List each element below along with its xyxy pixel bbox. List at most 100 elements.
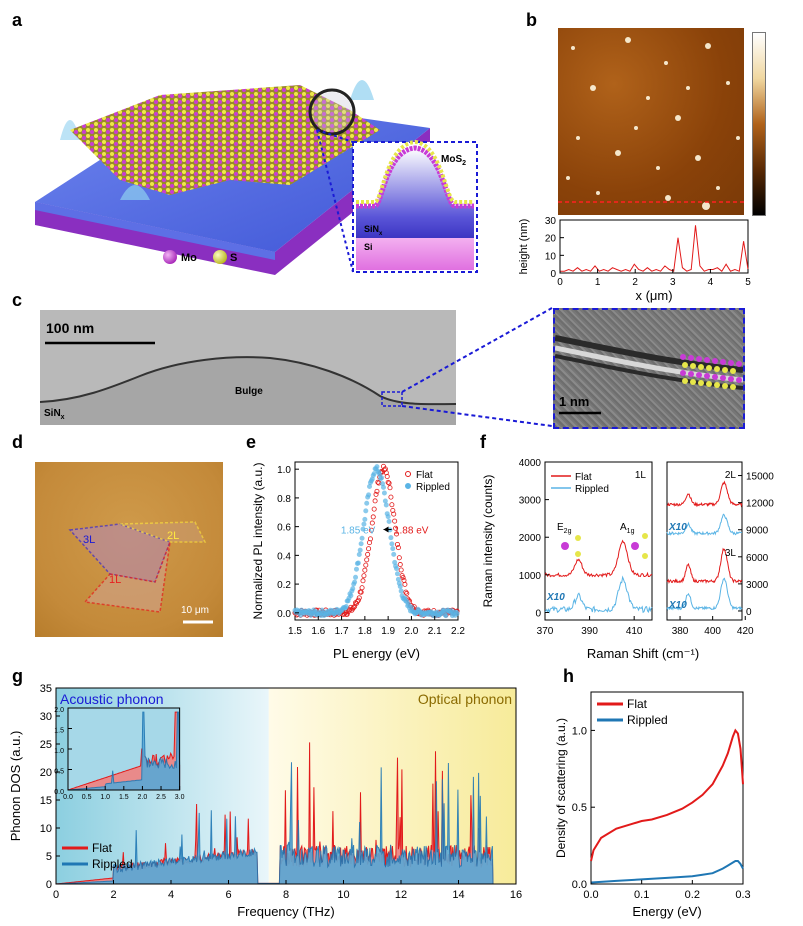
raman-right-y-tick-label: 0	[746, 607, 752, 618]
pl-point-rippled	[374, 464, 380, 470]
inset-x-tick-label: 1.5	[119, 794, 129, 801]
pl-point-flat	[371, 506, 377, 512]
raman-right-x-tick-label: 420	[737, 626, 754, 637]
scattering-density-plot: 0.0 0.1 0.2 0.3 0.0 0.5 1.0 Energy (eV) Density …	[555, 691, 751, 919]
raman-right-y-tick-label: 6000	[746, 553, 769, 564]
pl-point-rippled	[348, 593, 354, 599]
pl-x-tick-label: 2.1	[428, 626, 442, 637]
profile-y-tick-label: 30	[545, 216, 557, 227]
pl-point-flat	[363, 562, 369, 568]
pl-point-flat	[394, 541, 400, 547]
dos-y-tick-label: 10	[40, 823, 52, 835]
raman-x10-right-bottom: X10	[668, 600, 687, 611]
raman-e2g-s-atom	[575, 535, 581, 541]
scattering-y-tick-label: 0.0	[572, 879, 587, 891]
dos-legend-rippled: Rippled	[92, 857, 133, 871]
dos-ylabel: Phonon DOS (a.u.)	[8, 731, 23, 842]
height-profile-plot: 0 1 2 3 4 5 0 10 20 30 x (μm) height (nm)	[518, 216, 751, 303]
raman-right-y-tick-label: 15000	[746, 472, 774, 483]
raman-ylabel: Raman intensity (counts)	[481, 475, 495, 608]
pl-point-flat	[364, 557, 370, 563]
raman-e2g-mo-atom	[561, 542, 569, 550]
sinx-label: SiNx	[44, 408, 65, 421]
pl-y-tick-label: 0.4	[277, 551, 291, 562]
dos-x-tick-label: 4	[168, 889, 174, 901]
pl-point-flat	[375, 479, 381, 485]
dos-y-tick-label: 0	[46, 879, 52, 891]
tem-scalebar-label: 100 nm	[46, 320, 95, 336]
pl-point-rippled	[352, 579, 358, 585]
panel-label-h: h	[563, 666, 574, 686]
pl-point-flat	[366, 546, 372, 552]
profile-x-tick-label: 1	[595, 277, 601, 288]
pl-point-rippled	[443, 613, 449, 619]
dos-x-tick-label: 10	[337, 889, 349, 901]
pl-point-flat	[367, 536, 373, 542]
dos-y-tick-label: 25	[40, 739, 52, 751]
raman-x10-left: X10	[546, 592, 565, 603]
scattering-xlabel: Energy (eV)	[632, 904, 701, 919]
pl-x-tick-label: 2.0	[404, 626, 418, 637]
pl-point-rippled	[380, 484, 386, 490]
tem-image-inset: 1 nm	[553, 308, 745, 429]
pl-point-flat	[361, 573, 367, 579]
pl-point-rippled	[359, 535, 365, 541]
acoustic-phonon-label: Acoustic phonon	[60, 691, 164, 707]
profile-x-tick-label: 2	[632, 277, 638, 288]
pl-point-flat	[385, 479, 391, 485]
inset-y-tick-label: 0.5	[54, 769, 64, 776]
raman-left-y-tick-label: 3000	[519, 496, 542, 507]
raman-spectra-plot: 370 390 41001000200030004000FlatRippled1LE…	[481, 458, 774, 661]
pl-point-flat	[374, 488, 380, 494]
pl-point-flat	[365, 551, 371, 557]
raman-right-x-tick-label: 380	[672, 626, 689, 637]
afm-colorbar	[752, 32, 766, 216]
pl-point-rippled	[353, 574, 359, 580]
scattering-rippled-line	[590, 860, 744, 884]
pl-legend-flat-marker	[405, 471, 411, 477]
panel-label-b: b	[526, 10, 537, 30]
scattering-legend-flat: Flat	[627, 697, 648, 711]
pl-point-rippled	[390, 546, 396, 552]
s-atom-legend-icon	[213, 250, 227, 264]
afm-image	[558, 28, 744, 215]
pl-x-tick-label: 1.9	[381, 626, 395, 637]
panel-label-f: f	[480, 432, 486, 452]
pl-annotation-rippled: 1.85 eV	[341, 526, 376, 537]
profile-line	[560, 225, 749, 272]
profile-y-tick-label: 20	[545, 234, 557, 245]
raman-legend-flat: Flat	[575, 472, 592, 483]
pl-axes	[294, 461, 459, 621]
pl-point-flat	[358, 589, 364, 595]
pl-point-rippled	[350, 586, 356, 592]
raman-e2g-label: E2g	[557, 522, 572, 535]
scattering-x-tick-label: 0.3	[735, 889, 750, 901]
pl-point-rippled	[357, 547, 363, 553]
pl-y-tick-label: 0.6	[277, 523, 291, 534]
dos-x-tick-label: 12	[395, 889, 407, 901]
dos-y-tick-label: 5	[46, 851, 52, 863]
pl-point-flat	[401, 577, 407, 583]
pl-point-flat	[390, 508, 396, 514]
tem-image-main: 100 nm Bulge SiNx	[40, 310, 456, 425]
pl-shift-arrowhead	[383, 526, 389, 533]
raman-left-x-tick-label: 390	[581, 626, 598, 637]
pl-point-flat	[395, 545, 401, 551]
pl-point-flat	[402, 581, 408, 587]
profile-y-tick-label: 10	[545, 251, 557, 262]
pl-point-rippled	[381, 490, 387, 496]
pl-point-rippled	[382, 498, 388, 504]
pl-xlabel: PL energy (eV)	[333, 646, 420, 661]
pl-point-flat	[394, 531, 400, 537]
pl-point-rippled	[389, 541, 395, 547]
dos-legend-flat: Flat	[92, 841, 113, 855]
raman-xlabel: Raman Shift (cm⁻¹)	[587, 646, 699, 661]
scattering-ylabel: Density of scattering (a.u.)	[555, 718, 568, 858]
inset-y-tick-label: 2.0	[54, 707, 64, 714]
s-legend-label: S	[230, 252, 237, 264]
profile-x-tick-label: 4	[708, 277, 714, 288]
profile-x-tick-label: 3	[670, 277, 676, 288]
inset-x-tick-label: 1.0	[100, 794, 110, 801]
dos-y-tick-label: 30	[40, 711, 52, 723]
raman-right-axes	[666, 461, 743, 621]
